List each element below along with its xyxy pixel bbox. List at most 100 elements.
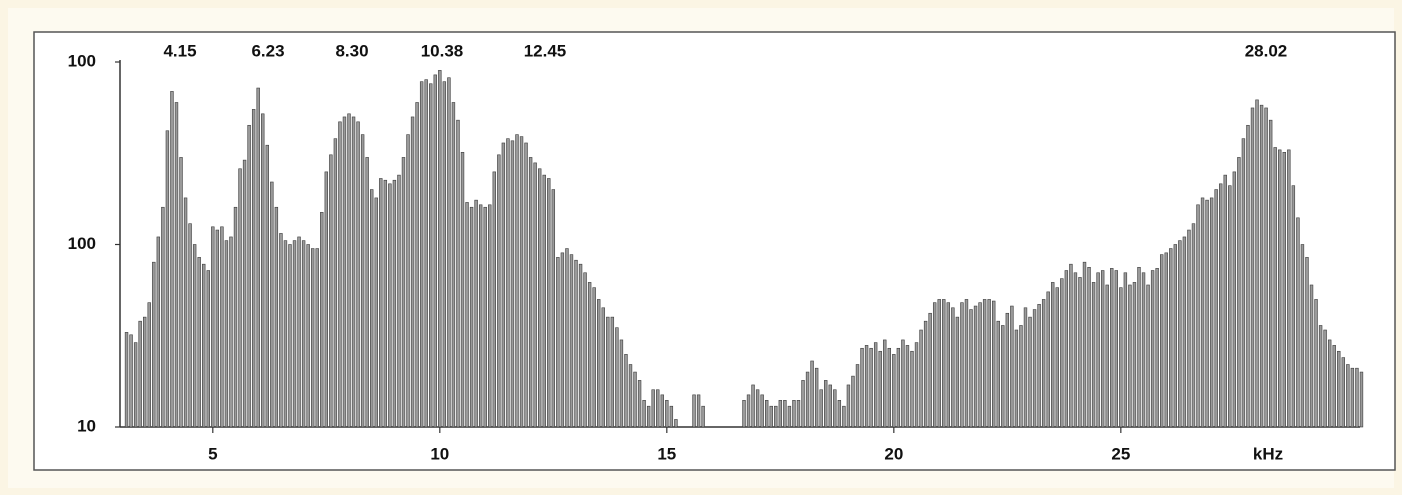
- bar: [1141, 272, 1146, 428]
- bar: [665, 400, 669, 428]
- bar: [914, 342, 919, 428]
- bar: [1228, 185, 1232, 428]
- bar: [810, 360, 814, 428]
- bar: [960, 302, 964, 428]
- bar: [338, 121, 342, 428]
- bar: [1337, 350, 1341, 428]
- bar: [887, 347, 891, 428]
- y-tick-label: 100: [68, 234, 96, 253]
- bar: [188, 223, 192, 428]
- bar: [451, 102, 456, 428]
- bar: [1318, 325, 1323, 428]
- bar: [1219, 183, 1223, 428]
- plot-frame: [33, 31, 1396, 471]
- bar: [587, 282, 592, 428]
- bar: [542, 174, 546, 428]
- bar: [1146, 284, 1150, 428]
- bar: [556, 257, 560, 428]
- bar: [583, 272, 587, 428]
- bar: [1023, 307, 1028, 428]
- bar: [982, 299, 987, 428]
- bar: [778, 400, 783, 428]
- bar: [456, 119, 460, 428]
- bar: [660, 394, 664, 428]
- bar: [951, 307, 955, 428]
- bar: [1073, 272, 1078, 428]
- bar: [220, 226, 224, 428]
- bar: [1114, 270, 1118, 428]
- bar: [1191, 223, 1196, 428]
- bar: [202, 263, 206, 428]
- bar: [1214, 189, 1218, 428]
- bar: [569, 254, 574, 428]
- bar: [124, 332, 129, 428]
- bar: [701, 405, 705, 428]
- bar: [1123, 272, 1128, 428]
- peak-label: 8.30: [335, 41, 368, 60]
- bar: [910, 350, 914, 428]
- bar: [851, 375, 855, 428]
- bar: [1028, 316, 1032, 428]
- bar: [261, 113, 265, 428]
- bar: [429, 83, 433, 428]
- bar: [1223, 174, 1227, 428]
- bar: [805, 371, 810, 428]
- bar: [388, 183, 392, 428]
- bar: [1110, 268, 1114, 428]
- bar: [474, 199, 478, 428]
- bar: [814, 367, 819, 428]
- bar: [170, 91, 174, 428]
- bar: [1296, 217, 1300, 428]
- bar: [869, 347, 873, 428]
- bar: [1341, 357, 1345, 428]
- x-axis-label: kHz: [1253, 444, 1283, 463]
- bar: [1019, 325, 1023, 428]
- bar: [197, 257, 201, 428]
- bar: [1046, 291, 1050, 428]
- bar: [774, 405, 778, 428]
- bar: [1091, 282, 1096, 428]
- bar: [152, 261, 156, 428]
- bar: [333, 138, 338, 428]
- bar: [1155, 268, 1159, 428]
- bar: [905, 345, 910, 428]
- bar: [1291, 185, 1296, 428]
- bar: [1069, 263, 1073, 428]
- bar: [506, 138, 510, 428]
- bar: [860, 347, 864, 428]
- bar: [533, 162, 537, 428]
- bar: [460, 152, 465, 428]
- bar: [574, 259, 578, 428]
- bar: [1259, 104, 1264, 428]
- bar: [1178, 240, 1182, 428]
- bar: [1209, 197, 1214, 428]
- bar: [932, 302, 937, 428]
- bar: [320, 212, 324, 428]
- peak-label: 6.23: [251, 41, 284, 60]
- bar: [297, 236, 301, 428]
- peak-label: 12.45: [524, 41, 567, 60]
- bar: [833, 389, 837, 428]
- bar: [465, 202, 469, 428]
- bar: [224, 240, 229, 428]
- bar: [751, 384, 755, 428]
- bar: [819, 389, 823, 428]
- bar: [1082, 261, 1087, 428]
- bar: [483, 206, 487, 428]
- bar: [129, 334, 133, 428]
- bar: [619, 339, 624, 428]
- bar: [383, 179, 388, 428]
- bar: [646, 405, 651, 428]
- bar: [1164, 252, 1168, 428]
- bar: [742, 400, 746, 428]
- bar: [324, 171, 329, 428]
- bar: [928, 312, 932, 428]
- bar: [1332, 345, 1336, 428]
- bar: [1182, 236, 1187, 428]
- bar: [760, 394, 764, 428]
- x-tick-label: 20: [884, 444, 903, 463]
- bar: [497, 154, 501, 428]
- bar: [1137, 267, 1141, 428]
